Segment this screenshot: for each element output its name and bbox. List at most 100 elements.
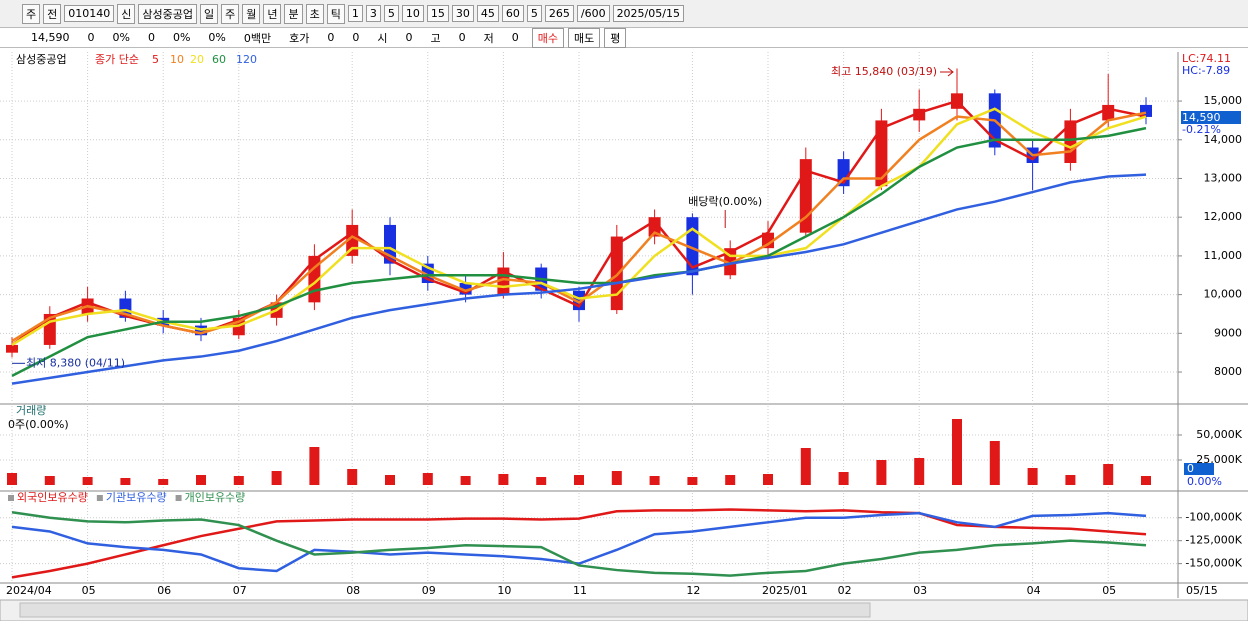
bar [271, 471, 282, 485]
line-series [11, 111, 1147, 343]
side-label: 0.00% [1187, 475, 1222, 488]
toolbar-button[interactable]: 265 [544, 5, 574, 22]
toolbar-button[interactable]: 60 [501, 5, 524, 22]
annotation: 배당락(0.00%) [688, 195, 762, 208]
toolbar-button[interactable]: 5 [526, 5, 542, 22]
bar [233, 476, 244, 485]
bar [422, 473, 433, 485]
bar [952, 419, 962, 485]
bar [1027, 468, 1038, 485]
x-tick-label: 05 [82, 584, 96, 597]
status-field: 0% [112, 31, 130, 44]
line-series [11, 511, 1147, 573]
toolbar-button[interactable]: 틱 [326, 3, 345, 24]
status-field: 0 [352, 31, 360, 44]
y-tick-label: 10,000 [1204, 288, 1243, 301]
toolbar-button[interactable]: 년 [263, 3, 282, 24]
y-tick-label: 14,000 [1204, 133, 1243, 146]
y-tick-label: 13,000 [1204, 171, 1243, 184]
status-field: 0 [405, 31, 413, 44]
x-cursor-label: 05/15 [1186, 584, 1218, 597]
toolbar-button[interactable]: 010140 [64, 5, 115, 22]
toolbar-button[interactable]: 주 [221, 3, 240, 24]
y-tick-label: 12,000 [1204, 210, 1243, 223]
status-field: 0% [172, 31, 191, 44]
toolbar-button[interactable]: 신 [117, 3, 136, 24]
side-label: 0 [1187, 462, 1194, 475]
bar [120, 478, 131, 485]
y-tick-label: -150,000K [1185, 557, 1242, 570]
toolbar-button[interactable]: 전 [43, 3, 62, 24]
side-label: 14,590 [1182, 111, 1221, 124]
bar [82, 477, 93, 485]
toolbar-button[interactable]: 분 [284, 3, 303, 24]
status-field: 0 [87, 31, 95, 44]
x-tick-label: 04 [1027, 584, 1041, 597]
x-tick-label: 09 [422, 584, 436, 597]
scroll-thumb[interactable] [19, 602, 871, 618]
bar [536, 477, 547, 485]
x-tick-label: 2024/04 [6, 584, 52, 597]
y-tick-label: 15,000 [1204, 94, 1243, 107]
line-series [11, 508, 1147, 579]
bar [914, 458, 925, 485]
toolbar-button[interactable]: /600 [576, 5, 610, 22]
status-field[interactable]: 매수 [531, 27, 564, 48]
toolbar-button[interactable]: 2025/05/15 [612, 5, 684, 22]
bar [460, 476, 471, 485]
bar [989, 441, 1000, 485]
candle-body [459, 283, 472, 295]
line-series [11, 107, 1147, 347]
y-tick-label: 25,000K [1196, 453, 1242, 466]
status-field: 0 [511, 31, 519, 44]
toolbar-button[interactable]: 주 [22, 3, 41, 24]
candle-body [875, 120, 888, 187]
bar [347, 469, 358, 485]
bar [725, 475, 736, 485]
line-series [11, 173, 1147, 385]
bar [876, 460, 887, 485]
status-field[interactable]: 매도 [567, 27, 601, 48]
status-field[interactable]: 평 [604, 27, 627, 48]
bar [1141, 476, 1151, 485]
y-tick-label: 9000 [1214, 326, 1242, 339]
x-tick-label: 12 [686, 584, 700, 597]
toolbar-button[interactable]: 초 [305, 3, 324, 24]
x-tick-label: 08 [346, 584, 360, 597]
bar [385, 475, 395, 485]
toolbar-button[interactable]: 삼성중공업 [138, 3, 197, 24]
legend-swatch [175, 495, 182, 501]
legend-entry: 기관보유수량 [106, 491, 167, 504]
y-tick-label: 50,000K [1196, 428, 1242, 441]
candle-body [119, 298, 132, 318]
toolbar-button[interactable]: 1 [347, 5, 363, 22]
toolbar-button[interactable]: 월 [242, 3, 261, 24]
chart-title: 삼성중공업 [16, 53, 67, 66]
status-field: 0% [208, 31, 226, 44]
toolbar-button[interactable]: 10 [401, 5, 424, 22]
toolbar-button[interactable]: 15 [426, 5, 449, 22]
chart-bg [0, 50, 1248, 600]
x-tick-label: 06 [157, 584, 171, 597]
status-field: 14,590 [31, 31, 70, 44]
legend-swatch [96, 495, 103, 501]
toolbar-button[interactable]: 3 [365, 5, 381, 22]
annotation: 최저 8,380 (04/11) [26, 356, 125, 369]
status-field: 0백만 [243, 31, 272, 45]
x-tick-label: 11 [573, 584, 587, 597]
legend-entry: 60 [212, 53, 226, 66]
status-bar: 14,590 0 0% 0 0% 0% 0백만 호가 0 0 시 0 고 0 저 0 매수 매도 평 [0, 27, 1248, 48]
status-field: 0 [147, 31, 155, 44]
x-tick-label: 03 [913, 584, 927, 597]
bar [44, 476, 55, 485]
value-box [1184, 463, 1214, 475]
toolbar-button[interactable]: 일 [199, 3, 219, 24]
bar [196, 475, 206, 485]
y-tick-label: -125,000K [1185, 534, 1242, 547]
status-field: 저 [483, 31, 494, 45]
toolbar-button[interactable]: 45 [476, 5, 499, 22]
toolbar-button[interactable]: 30 [451, 5, 474, 22]
line-series [11, 510, 1147, 577]
toolbar-button[interactable]: 5 [383, 5, 399, 22]
